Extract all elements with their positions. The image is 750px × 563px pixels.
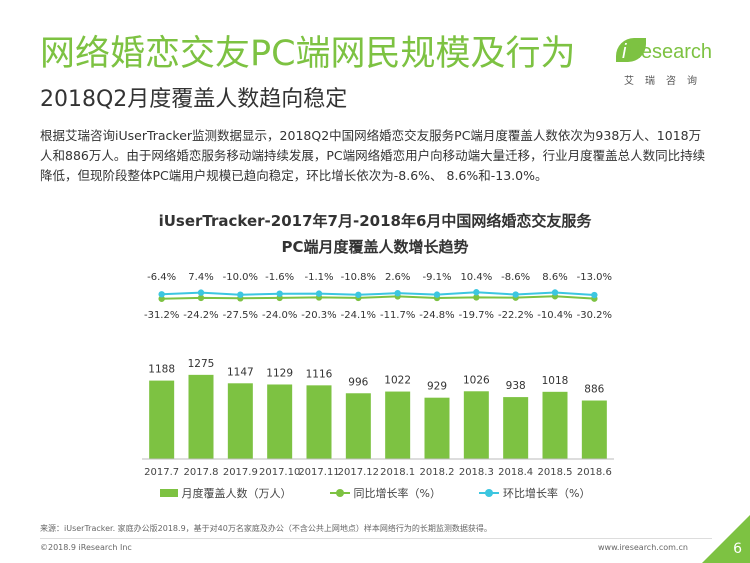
bar-value-label: 1275 [188, 358, 215, 370]
chart-title: iUserTracker-2017年7月-2018年6月中国网络婚恋交友服务 [158, 212, 592, 230]
mom-data-label: -9.1% [422, 272, 451, 283]
x-tick-label: 2018.3 [459, 467, 494, 478]
bar-2017.10 [267, 384, 293, 459]
mom-point-2018.2 [433, 291, 441, 298]
legend-swatch-mom [479, 488, 499, 498]
page-subtitle: 2018Q2月度覆盖人数趋向稳定 [40, 87, 348, 112]
mom-data-label: -13.0% [577, 272, 612, 283]
legend-item-bar: 月度覆盖人数（万人） [159, 485, 292, 501]
copyright: ©2018.9 iResearch Inc [40, 543, 132, 552]
chart-legend: 月度覆盖人数（万人） 同比增长率（%） 环比增长率（%） [0, 485, 750, 501]
intro-paragraph: 根据艾瑞咨询iUserTracker监测数据显示，2018Q2中国网络婚恋交友服… [40, 128, 706, 183]
legend-item-yoy: 同比增长率（%） [329, 485, 441, 501]
yoy-point-2017.8 [197, 294, 205, 302]
yoy-data-label: -31.2% [144, 310, 179, 321]
yoy-data-label: -24.1% [341, 310, 376, 321]
yoy-data-label: -24.8% [419, 310, 454, 321]
mom-data-label: -10.8% [341, 272, 376, 283]
footer: ©2018.9 iResearch Inc www.iresearch.com.… [0, 538, 750, 563]
bar-2017.7 [149, 380, 175, 459]
mom-point-2017.8 [197, 289, 205, 296]
yoy-point-2018.3 [473, 294, 480, 301]
bar-2018.2 [424, 397, 450, 459]
x-tick-label: 2018.1 [380, 467, 415, 478]
x-tick-label: 2017.7 [144, 467, 179, 478]
bar-value-label: 1129 [266, 367, 293, 379]
mom-point-2018.4 [512, 291, 519, 298]
footer-divider [40, 538, 712, 539]
bar-2018.5 [542, 391, 568, 459]
source-note: 来源：iUserTracker. 家庭办公版2018.9，基于对40万名家庭及办… [40, 524, 492, 533]
page-corner-decoration [702, 515, 750, 563]
yoy-data-label: -24.2% [183, 310, 218, 321]
yoy-line [161, 295, 595, 300]
bar-value-label: 886 [584, 384, 604, 396]
mom-data-label: 10.4% [460, 272, 492, 283]
bar-value-label: 1026 [463, 374, 490, 386]
legend-item-mom: 环比增长率（%） [479, 485, 590, 501]
yoy-point-2017.7 [158, 295, 165, 302]
x-tick-label: 2017.12 [338, 467, 379, 478]
mom-data-label: -8.6% [501, 272, 530, 283]
mom-point-2018.3 [473, 289, 480, 296]
legend-swatch-yoy [329, 488, 350, 498]
page-number: 6 [733, 541, 742, 557]
page-title: 网络婚恋交友PC端网民规模及行为 [40, 34, 576, 74]
bar-value-label: 929 [427, 381, 447, 393]
mom-point-2017.11 [315, 290, 323, 297]
mom-point-2017.12 [355, 291, 362, 298]
yoy-data-label: -30.2% [577, 310, 612, 321]
mom-line [161, 291, 595, 297]
bar-2017.8 [188, 374, 214, 459]
legend-swatch-bar [159, 489, 178, 497]
mom-data-label: 8.6% [542, 272, 567, 283]
bar-2018.1 [385, 391, 411, 459]
x-tick-label: 2017.10 [259, 467, 300, 478]
mom-data-label: -10.0% [223, 272, 258, 283]
chart-subtitle: PC端月度覆盖人数增长趋势 [281, 238, 469, 256]
mom-point-2018.1 [394, 289, 401, 297]
mom-point-2017.10 [276, 290, 283, 297]
bar-2018.3 [463, 391, 489, 459]
yoy-data-label: -20.3% [301, 310, 336, 321]
mom-data-label: -1.6% [265, 272, 294, 283]
mom-point-2018.6 [591, 291, 598, 299]
yoy-data-label: -22.2% [498, 310, 533, 321]
yoy-data-label: -10.4% [537, 310, 572, 321]
mom-data-label: -6.4% [147, 272, 176, 283]
bar-2017.9 [227, 383, 253, 459]
mom-point-2017.7 [158, 291, 165, 298]
mom-data-label: 2.6% [385, 272, 410, 283]
bar-2018.4 [503, 397, 529, 459]
bar-value-label: 1022 [384, 375, 411, 387]
bar-value-label: 938 [506, 380, 526, 392]
mom-data-label: 7.4% [188, 272, 213, 283]
website-link[interactable]: www.iresearch.com.cn [598, 543, 688, 552]
yoy-data-label: -11.7% [380, 310, 415, 321]
bar-2018.6 [581, 400, 607, 459]
x-tick-label: 2017.8 [184, 467, 219, 478]
bar-value-label: 1147 [227, 366, 254, 378]
x-tick-label: 2017.11 [298, 467, 339, 478]
mom-point-2018.5 [551, 289, 559, 296]
bar-value-label: 1188 [148, 364, 175, 376]
bar-value-label: 1116 [306, 368, 333, 380]
bar-2017.12 [345, 393, 371, 459]
bar-2017.11 [306, 385, 332, 459]
yoy-data-label: -19.7% [459, 310, 494, 321]
yoy-data-label: -24.0% [262, 310, 297, 321]
x-tick-label: 2018.2 [420, 467, 455, 478]
x-tick-label: 2017.9 [223, 467, 258, 478]
yoy-data-label: -27.5% [223, 310, 258, 321]
x-tick-label: 2018.4 [498, 467, 533, 478]
mom-data-label: -1.1% [304, 272, 333, 283]
x-tick-label: 2018.5 [538, 467, 573, 478]
bar-value-label: 1018 [542, 375, 569, 387]
logo-chinese-name: 艾瑞咨询 [624, 76, 708, 87]
iresearch-logo: iResearch 艾瑞咨询 [616, 38, 712, 87]
mom-point-2017.9 [237, 291, 244, 298]
x-tick-label: 2018.6 [577, 467, 612, 478]
bar-value-label: 996 [348, 376, 368, 388]
